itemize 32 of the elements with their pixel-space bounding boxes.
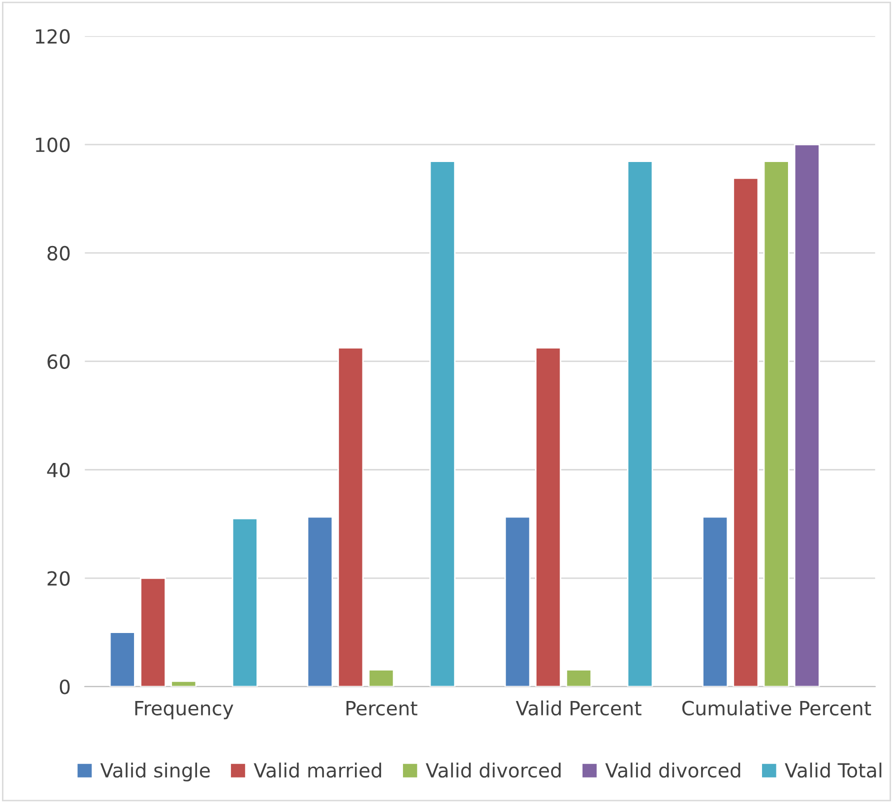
bar [338,347,364,687]
legend-label: Valid single [100,762,210,782]
y-tick-label: 100 [36,137,70,152]
bar [535,347,562,687]
bar [429,160,456,687]
x-tick-label: Valid Percent [516,700,642,716]
bar [702,516,728,687]
bar [763,160,790,687]
y-tick-label: 60 [48,354,70,370]
bar [566,669,592,687]
y-tick-label: 40 [47,462,70,478]
bar [140,577,166,687]
y-tick-label: 0 [60,680,70,694]
x-tick-label: Cumulative Percent [682,700,872,716]
legend-label: Valid divorced [426,762,561,778]
legend-label: Valid divorced [605,762,740,778]
bar [306,516,333,687]
legend-label: Valid married [254,762,382,778]
bar [368,669,394,687]
legend-label: Valid Total [784,762,882,778]
bar [170,680,197,687]
bar [626,160,654,687]
y-tick-label: 120 [36,29,70,44]
bar [794,144,820,687]
bar [109,632,136,687]
bar [732,177,759,687]
x-tick-label: Frequency [135,701,234,720]
y-tick-label: 80 [48,246,70,261]
y-tick-label: 20 [48,571,70,586]
x-tick-label: Percent [346,701,418,716]
bar [504,516,531,687]
bar [232,518,258,687]
